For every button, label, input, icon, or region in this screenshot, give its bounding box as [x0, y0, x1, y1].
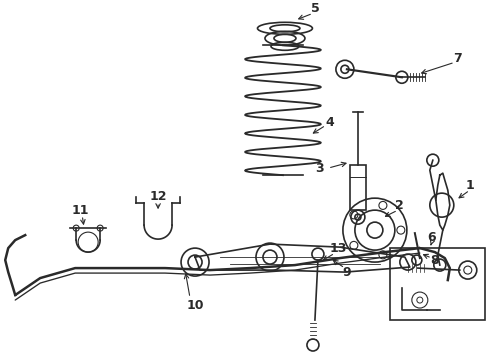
Text: 6: 6: [427, 231, 436, 244]
Text: 7: 7: [453, 52, 462, 65]
Bar: [390, 248, 485, 320]
Text: 2: 2: [395, 199, 404, 212]
Text: 13: 13: [329, 242, 346, 255]
Text: 3: 3: [316, 162, 324, 175]
Text: 1: 1: [466, 179, 474, 192]
Text: 9: 9: [343, 266, 351, 279]
Text: 5: 5: [311, 2, 319, 15]
Text: 8: 8: [431, 253, 439, 267]
Text: 11: 11: [72, 204, 89, 217]
Bar: [350, 165, 366, 210]
Text: 12: 12: [149, 190, 167, 203]
Text: 10: 10: [186, 298, 204, 311]
Text: 4: 4: [325, 116, 334, 129]
